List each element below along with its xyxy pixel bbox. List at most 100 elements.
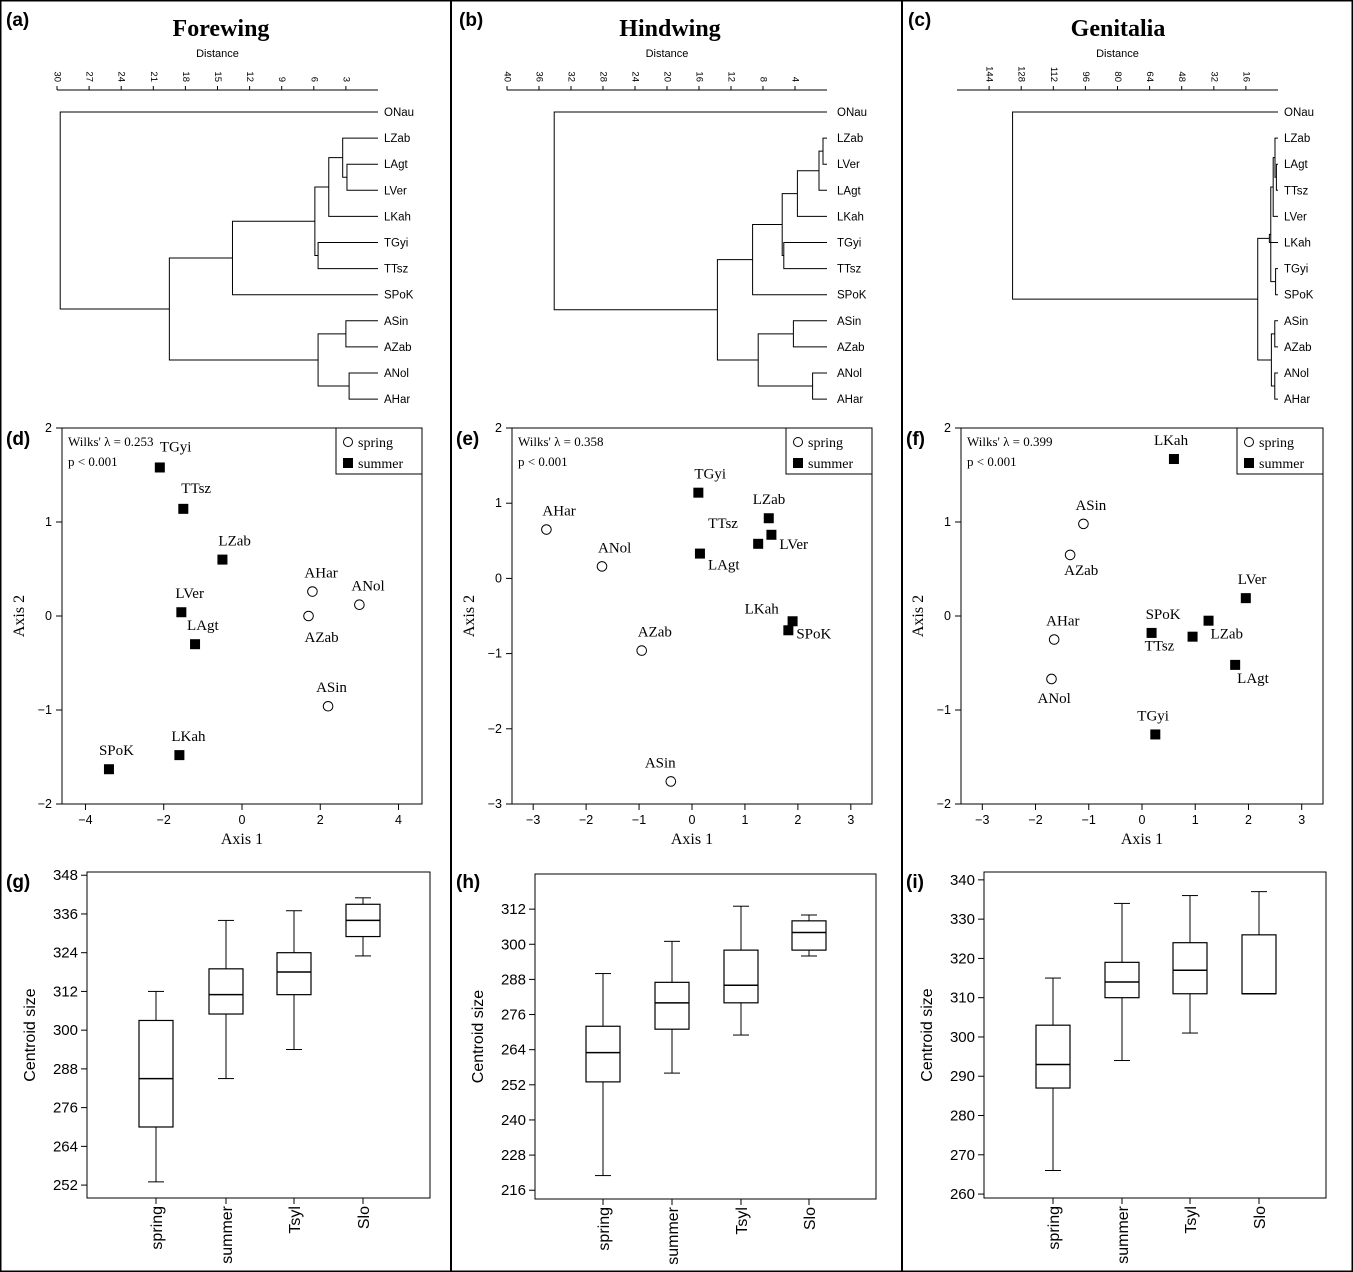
y-tick-label: 2 (944, 421, 951, 435)
leaf-label: TGyi (384, 238, 408, 250)
box-iqr (138, 1019, 174, 1128)
box-iqr (1035, 1024, 1071, 1089)
y-tick-label: 312 (53, 983, 78, 1000)
distance-tick-label: 36 (533, 71, 544, 82)
leaf-label: SPoK (1284, 290, 1314, 302)
x-tick-label: 0 (689, 813, 696, 827)
dendrogram-forewing: Distance 30 27 24 21 18 15 12 9 6 3 ONau LZab LAgt LVe… (51, 48, 414, 406)
point-summer (766, 529, 777, 540)
x-tick-label: spring (596, 1207, 613, 1251)
point-label: LZab (753, 492, 785, 508)
y-tick-label: 1 (944, 515, 951, 529)
point-label: AZab (1064, 563, 1098, 579)
p-value-annotation: p < 0.001 (68, 454, 118, 469)
leaf-label: AZab (837, 342, 865, 354)
leaf-label: ANol (837, 368, 862, 380)
y-tick-label: 228 (501, 1147, 526, 1164)
y-tick-label: 2 (495, 421, 502, 435)
y-tick-label: 300 (501, 936, 526, 953)
distance-tick-label: 128 (1016, 66, 1027, 82)
point-label: TTsz (181, 481, 211, 497)
point-spring (1064, 549, 1076, 561)
x-tick-label: −1 (1082, 813, 1096, 827)
point-spring (636, 645, 648, 656)
point-summer (693, 487, 704, 498)
legend-label-summer: summer (808, 457, 853, 472)
box-iqr (654, 981, 690, 1030)
y-tick-label: 276 (53, 1100, 78, 1117)
point-label: TGyi (1137, 708, 1169, 724)
point-summer (190, 639, 201, 650)
point-label: LAgt (708, 558, 740, 574)
point-spring (541, 524, 552, 535)
legend-marker-summer (343, 458, 353, 468)
p-value-annotation: p < 0.001 (518, 454, 568, 469)
point-label: ANol (1038, 691, 1071, 707)
distance-tick-label: 16 (1240, 71, 1251, 82)
leaf-label: ASin (384, 316, 408, 328)
distance-tick-label: 9 (276, 77, 287, 82)
distance-tick-label: 8 (757, 77, 768, 82)
point-summer (787, 616, 798, 627)
panel-label-i: (i) (906, 872, 924, 893)
point-label: SPoK (1146, 607, 1181, 623)
distance-tick-label: 32 (565, 71, 576, 82)
y-tick-label: −2 (38, 797, 52, 811)
point-spring (1046, 673, 1057, 685)
point-label: AZab (638, 625, 672, 641)
x-tick-label: 0 (1139, 813, 1146, 827)
x-tick-label: summer (665, 1206, 682, 1264)
x-tick-label: −4 (78, 813, 92, 827)
point-spring (354, 599, 365, 611)
distance-tick-label: 144 (984, 66, 995, 82)
point-label: ASin (316, 680, 347, 696)
x-tick-label: −2 (157, 813, 171, 827)
distance-tick-label: 27 (84, 71, 95, 82)
point-label: ASin (1075, 498, 1106, 514)
y-tick-label: 240 (501, 1112, 526, 1129)
y-tick-label: −2 (937, 797, 951, 811)
box-iqr (585, 1025, 621, 1083)
panel-label-c: (c) (908, 10, 931, 31)
scatter-hindwing: −3 −2 −1 0 1 2 3 −3 −2 −1 0 1 2 Axis 1 Axis 2 Wilks' λ … (461, 421, 873, 848)
x-tick-label: summer (1115, 1205, 1132, 1263)
box-iqr (723, 949, 759, 1004)
point-label: TGyi (694, 467, 726, 483)
point-summer (1146, 627, 1157, 638)
point-summer (783, 625, 794, 636)
leaf-label: ASin (1284, 316, 1308, 328)
distance-tick-label: 21 (148, 71, 159, 82)
legend-marker-spring (1244, 437, 1254, 447)
legend-label-spring: spring (358, 436, 393, 451)
panel-label-e: (e) (456, 429, 479, 450)
plot-frame (534, 873, 877, 1200)
boxplot-genitalia: 260 270 280 290 300 310 320 330 340 Centroid size… (919, 871, 1327, 1264)
point-summer (1203, 615, 1214, 626)
y-tick-label: 290 (950, 1068, 975, 1085)
x-tick-label: 2 (794, 813, 801, 827)
dendrogram-hindwing: Distance 40 36 32 28 24 20 16 12 8 4 ONau LZab LVer LA… (501, 48, 867, 406)
x-tick-label: Slo (802, 1207, 819, 1230)
y-tick-label: −1 (937, 703, 951, 717)
panel-label-g: (g) (6, 872, 30, 893)
x-tick-label: 2 (317, 813, 324, 827)
y-tick-label: −2 (488, 722, 502, 736)
distance-tick-label: 40 (501, 71, 512, 82)
point-label: TTsz (708, 516, 738, 532)
point-label: ASin (645, 755, 676, 771)
y-axis-label: Axis 2 (461, 595, 478, 637)
y-tick-label: 260 (950, 1186, 975, 1203)
leaf-label: LKah (837, 211, 864, 223)
x-tick-label: 2 (1245, 813, 1252, 827)
y-axis-label: Axis 2 (11, 595, 28, 637)
point-summer (1187, 631, 1198, 642)
leaf-label: LVer (1284, 211, 1307, 223)
x-tick-label: summer (219, 1205, 236, 1263)
x-tick-label: Tsyl (287, 1206, 304, 1234)
legend-label-spring: spring (1259, 436, 1294, 451)
leaf-label: LZab (1284, 133, 1310, 145)
y-tick-label: 264 (53, 1138, 78, 1155)
dendrogram-branch (1012, 111, 1278, 300)
distance-tick-label: 48 (1176, 71, 1187, 82)
